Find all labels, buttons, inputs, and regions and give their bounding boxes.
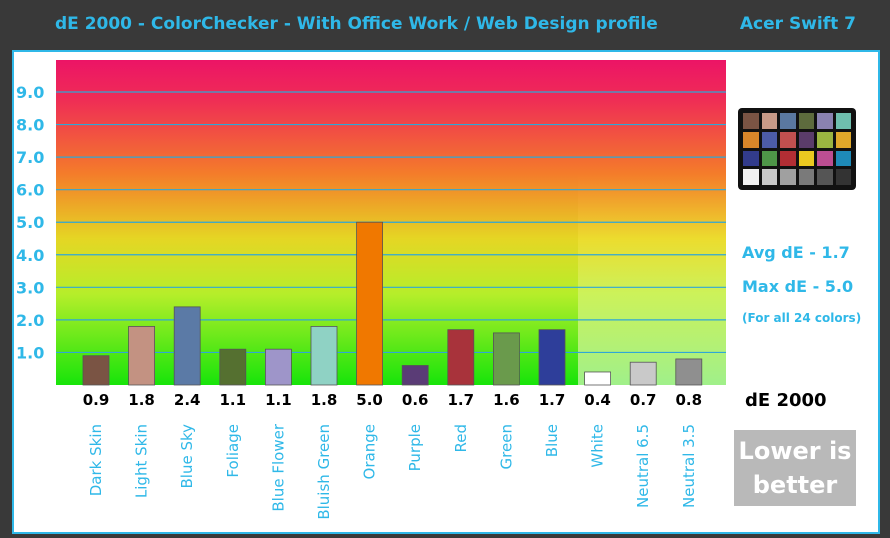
value-label: 1.7	[539, 391, 566, 409]
checker-patch	[780, 113, 796, 129]
value-label: 1.8	[311, 391, 338, 409]
colors-note: (For all 24 colors)	[742, 311, 862, 325]
value-label: 1.8	[128, 391, 155, 409]
bar	[264, 348, 292, 386]
colorchecker-swatch-icon	[738, 108, 856, 190]
max-de-label: Max dE - 5.0	[742, 277, 854, 296]
checker-patch	[780, 150, 796, 167]
value-label: 5.0	[356, 391, 383, 409]
bar	[219, 348, 247, 386]
checker-patch	[817, 113, 833, 129]
y-tick-label: 6.0	[16, 181, 44, 200]
y-tick-label: 3.0	[16, 278, 44, 297]
chart-title: dE 2000 - ColorChecker - With Office Wor…	[55, 14, 658, 34]
checker-patch	[761, 131, 777, 148]
bar	[401, 365, 429, 386]
checker-patch	[835, 150, 851, 167]
checker-patch	[780, 131, 796, 148]
avg-de-label: Avg dE - 1.7	[742, 243, 850, 262]
lower-is-better-badge: Lower is better	[734, 430, 856, 506]
value-label: 0.6	[402, 391, 429, 409]
category-label: Dark Skin	[87, 424, 105, 496]
bar	[128, 325, 156, 386]
checker-patch	[743, 150, 759, 167]
checker-patch	[817, 150, 833, 167]
checker-patch	[817, 131, 833, 148]
y-tick-label: 1.0	[16, 343, 44, 362]
value-label: 0.8	[676, 391, 703, 409]
bar	[675, 358, 703, 386]
checker-patch	[798, 113, 814, 129]
badge-line-2: better	[752, 471, 838, 499]
checker-patch	[761, 113, 777, 129]
bar	[310, 325, 338, 386]
category-label: Orange	[361, 424, 379, 479]
category-label: Red	[452, 424, 470, 453]
bar	[492, 332, 520, 386]
category-label: Blue	[543, 424, 561, 457]
checker-patch	[835, 169, 851, 185]
value-label: 1.7	[448, 391, 475, 409]
value-label: 0.9	[83, 391, 110, 409]
bar	[173, 306, 201, 386]
category-label: Blue Sky	[178, 424, 196, 489]
value-label: 1.1	[265, 391, 292, 409]
checker-patch	[798, 131, 814, 148]
category-label: Green	[497, 424, 515, 469]
bar	[538, 329, 566, 386]
checker-patch	[761, 150, 777, 167]
value-label: 1.1	[220, 391, 247, 409]
y-tick-label: 8.0	[16, 116, 44, 135]
badge-line-1: Lower is	[738, 437, 852, 465]
category-label: Neutral 3.5	[680, 424, 698, 508]
checker-patch	[798, 169, 814, 185]
checker-patch	[798, 150, 814, 167]
checker-patch	[835, 113, 851, 129]
category-label: Blue Flower	[269, 423, 287, 511]
checker-patch	[743, 113, 759, 129]
category-label: Light Skin	[133, 424, 151, 498]
bar	[447, 329, 475, 386]
device-name: Acer Swift 7	[739, 14, 856, 34]
value-label: 0.4	[584, 391, 611, 409]
y-tick-label: 9.0	[16, 83, 44, 102]
y-tick-label: 4.0	[16, 246, 44, 265]
category-label: White	[589, 424, 607, 468]
bar	[82, 355, 110, 386]
bar	[629, 361, 657, 386]
category-label: Purple	[406, 424, 424, 471]
checker-patch	[743, 169, 759, 185]
checker-patch	[743, 131, 759, 148]
checker-patch	[780, 169, 796, 185]
bar	[584, 371, 611, 386]
category-label: Neutral 6.5	[634, 424, 652, 508]
bar	[356, 221, 384, 386]
y-tick-label: 7.0	[16, 148, 44, 167]
y-tick-label: 5.0	[16, 213, 44, 232]
category-label: Bluish Green	[315, 424, 333, 520]
value-label: 2.4	[174, 391, 201, 409]
y-tick-label: 2.0	[16, 311, 44, 330]
category-label: Foliage	[224, 424, 242, 478]
checker-patch	[817, 169, 833, 185]
checker-patch	[761, 169, 777, 185]
value-label: 1.6	[493, 391, 520, 409]
metric-label: dE 2000	[745, 390, 827, 411]
checker-patch	[835, 131, 851, 148]
value-label: 0.7	[630, 391, 657, 409]
